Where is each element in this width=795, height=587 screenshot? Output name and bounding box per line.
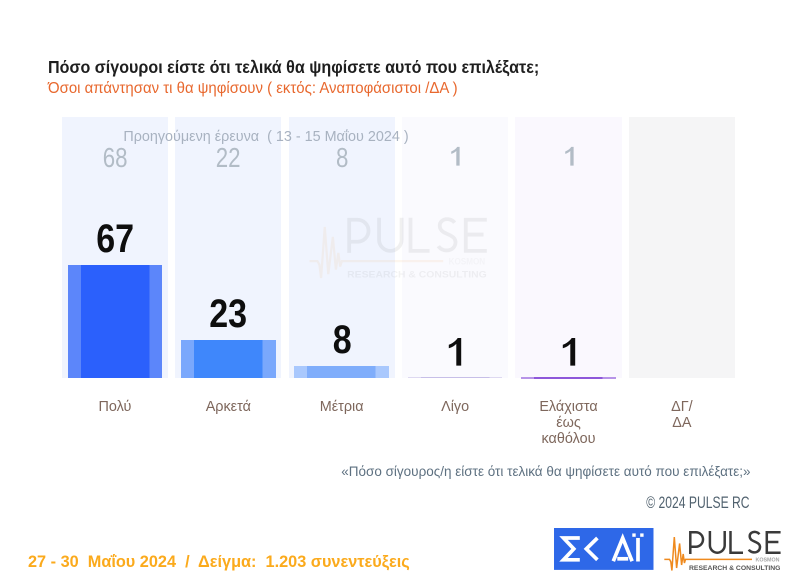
svg-text:KOSMON: KOSMON xyxy=(449,256,486,266)
svg-text:RESEARCH & CONSULTING: RESEARCH & CONSULTING xyxy=(689,565,781,572)
svg-text:RESEARCH & CONSULTING: RESEARCH & CONSULTING xyxy=(347,269,487,280)
svg-text:KOSMON: KOSMON xyxy=(755,558,779,564)
